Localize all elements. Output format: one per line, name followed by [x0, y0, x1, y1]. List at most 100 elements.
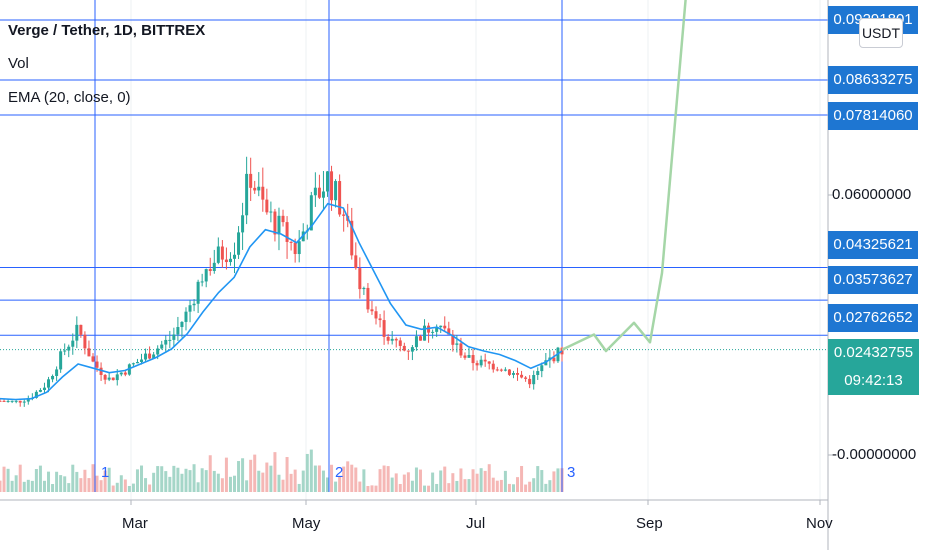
volume-bar [127, 485, 131, 492]
candle-body [511, 373, 515, 375]
candle-body [528, 378, 532, 385]
volume-bar [443, 466, 447, 492]
vertical-lines[interactable] [94, 0, 563, 492]
volume-bar [297, 483, 301, 492]
current-price: 0.02432755 [833, 344, 914, 361]
price-label-3: 0.07814060 [828, 102, 918, 130]
volume-bar [204, 470, 208, 492]
volume-bar [103, 470, 107, 492]
candle-body [321, 191, 325, 198]
volume-bar [479, 468, 483, 492]
candle-body [176, 327, 180, 335]
volume-bar [431, 472, 435, 492]
volume-bar [59, 475, 63, 492]
candle-body [520, 374, 524, 378]
candle-body [34, 391, 38, 398]
price-label-6: 0.02762652 [828, 304, 918, 332]
volume-bar [224, 457, 228, 492]
volume-bar [212, 470, 216, 492]
volume-bar [228, 476, 232, 492]
volume-bar [34, 468, 38, 492]
volume-bar [160, 466, 164, 492]
candle-body [483, 359, 487, 362]
candle-body [208, 269, 212, 271]
time-label: Sep [636, 515, 663, 532]
volume-bars [0, 449, 564, 492]
legend-volume[interactable]: Vol [8, 55, 29, 72]
volume-bar [540, 470, 544, 492]
candle-body [297, 241, 301, 255]
time-label: Jul [466, 515, 486, 532]
candle-body [350, 220, 354, 256]
volume-bar [269, 465, 273, 492]
ema-path [0, 202, 563, 401]
candle-body [188, 305, 192, 312]
candle-body [55, 369, 59, 376]
candle-body [257, 186, 261, 191]
volume-bar [55, 471, 59, 492]
volume-bar [249, 459, 253, 492]
volume-bar [402, 474, 406, 492]
volume-bar [552, 471, 556, 492]
volume-bar [366, 485, 370, 492]
currency-button[interactable]: USDT [859, 18, 903, 48]
volume-bar [418, 469, 422, 492]
projection-path[interactable] [561, 0, 687, 353]
volume-bar [447, 483, 451, 492]
legend-ema[interactable]: EMA (20, close, 0) [8, 89, 131, 106]
horizontal-lines[interactable] [0, 19, 828, 351]
legend-title[interactable]: Verge / Tether, 1D, BITTREX [8, 22, 206, 39]
candle-body [228, 258, 232, 263]
volume-bar [47, 471, 51, 492]
volume-bar [305, 453, 309, 492]
price-label-5: 0.03573627 [828, 266, 918, 294]
candle-body [103, 374, 107, 380]
candle-body [140, 359, 144, 363]
candle-body [435, 327, 439, 332]
candle-body [42, 387, 46, 391]
volume-bar [79, 478, 83, 492]
candle-body [455, 343, 459, 345]
candle-body [119, 372, 123, 375]
volume-bar [265, 462, 269, 492]
candle-body [281, 215, 285, 223]
candle-body [123, 372, 127, 375]
candle-body [330, 171, 334, 201]
candle-body [398, 340, 402, 346]
volume-bar [455, 480, 459, 492]
candle-body [83, 334, 87, 349]
volume-bar [317, 465, 321, 492]
candle-body [358, 268, 362, 290]
volume-bar [435, 483, 439, 492]
volume-bar [156, 466, 160, 492]
candle-body [552, 357, 556, 362]
volume-bar [524, 484, 528, 492]
volume-bar [499, 479, 503, 492]
candle-body [87, 348, 91, 357]
candle-body [447, 328, 451, 335]
volume-bar [439, 470, 443, 492]
volume-bar [184, 468, 188, 492]
price-tick-label: 0.06000000 [832, 186, 912, 203]
candle-body [111, 377, 115, 381]
volume-bar [511, 484, 515, 492]
candle-body [216, 246, 220, 263]
volume-bar [14, 475, 18, 492]
candle-body [273, 211, 277, 235]
candle-body [491, 363, 495, 370]
volume-bar [241, 458, 245, 492]
volume-bar [99, 480, 103, 492]
volume-bar [144, 478, 148, 492]
volume-bar [390, 477, 394, 492]
candle-body [289, 241, 293, 243]
candle-body [443, 325, 447, 329]
volume-bar [131, 483, 135, 492]
candle-body [374, 311, 378, 319]
candle-body [196, 281, 200, 304]
candle-body [148, 353, 152, 359]
candle-body [459, 343, 463, 356]
volume-bar [277, 474, 281, 492]
candle-body [285, 222, 289, 242]
volume-bar [91, 464, 95, 492]
